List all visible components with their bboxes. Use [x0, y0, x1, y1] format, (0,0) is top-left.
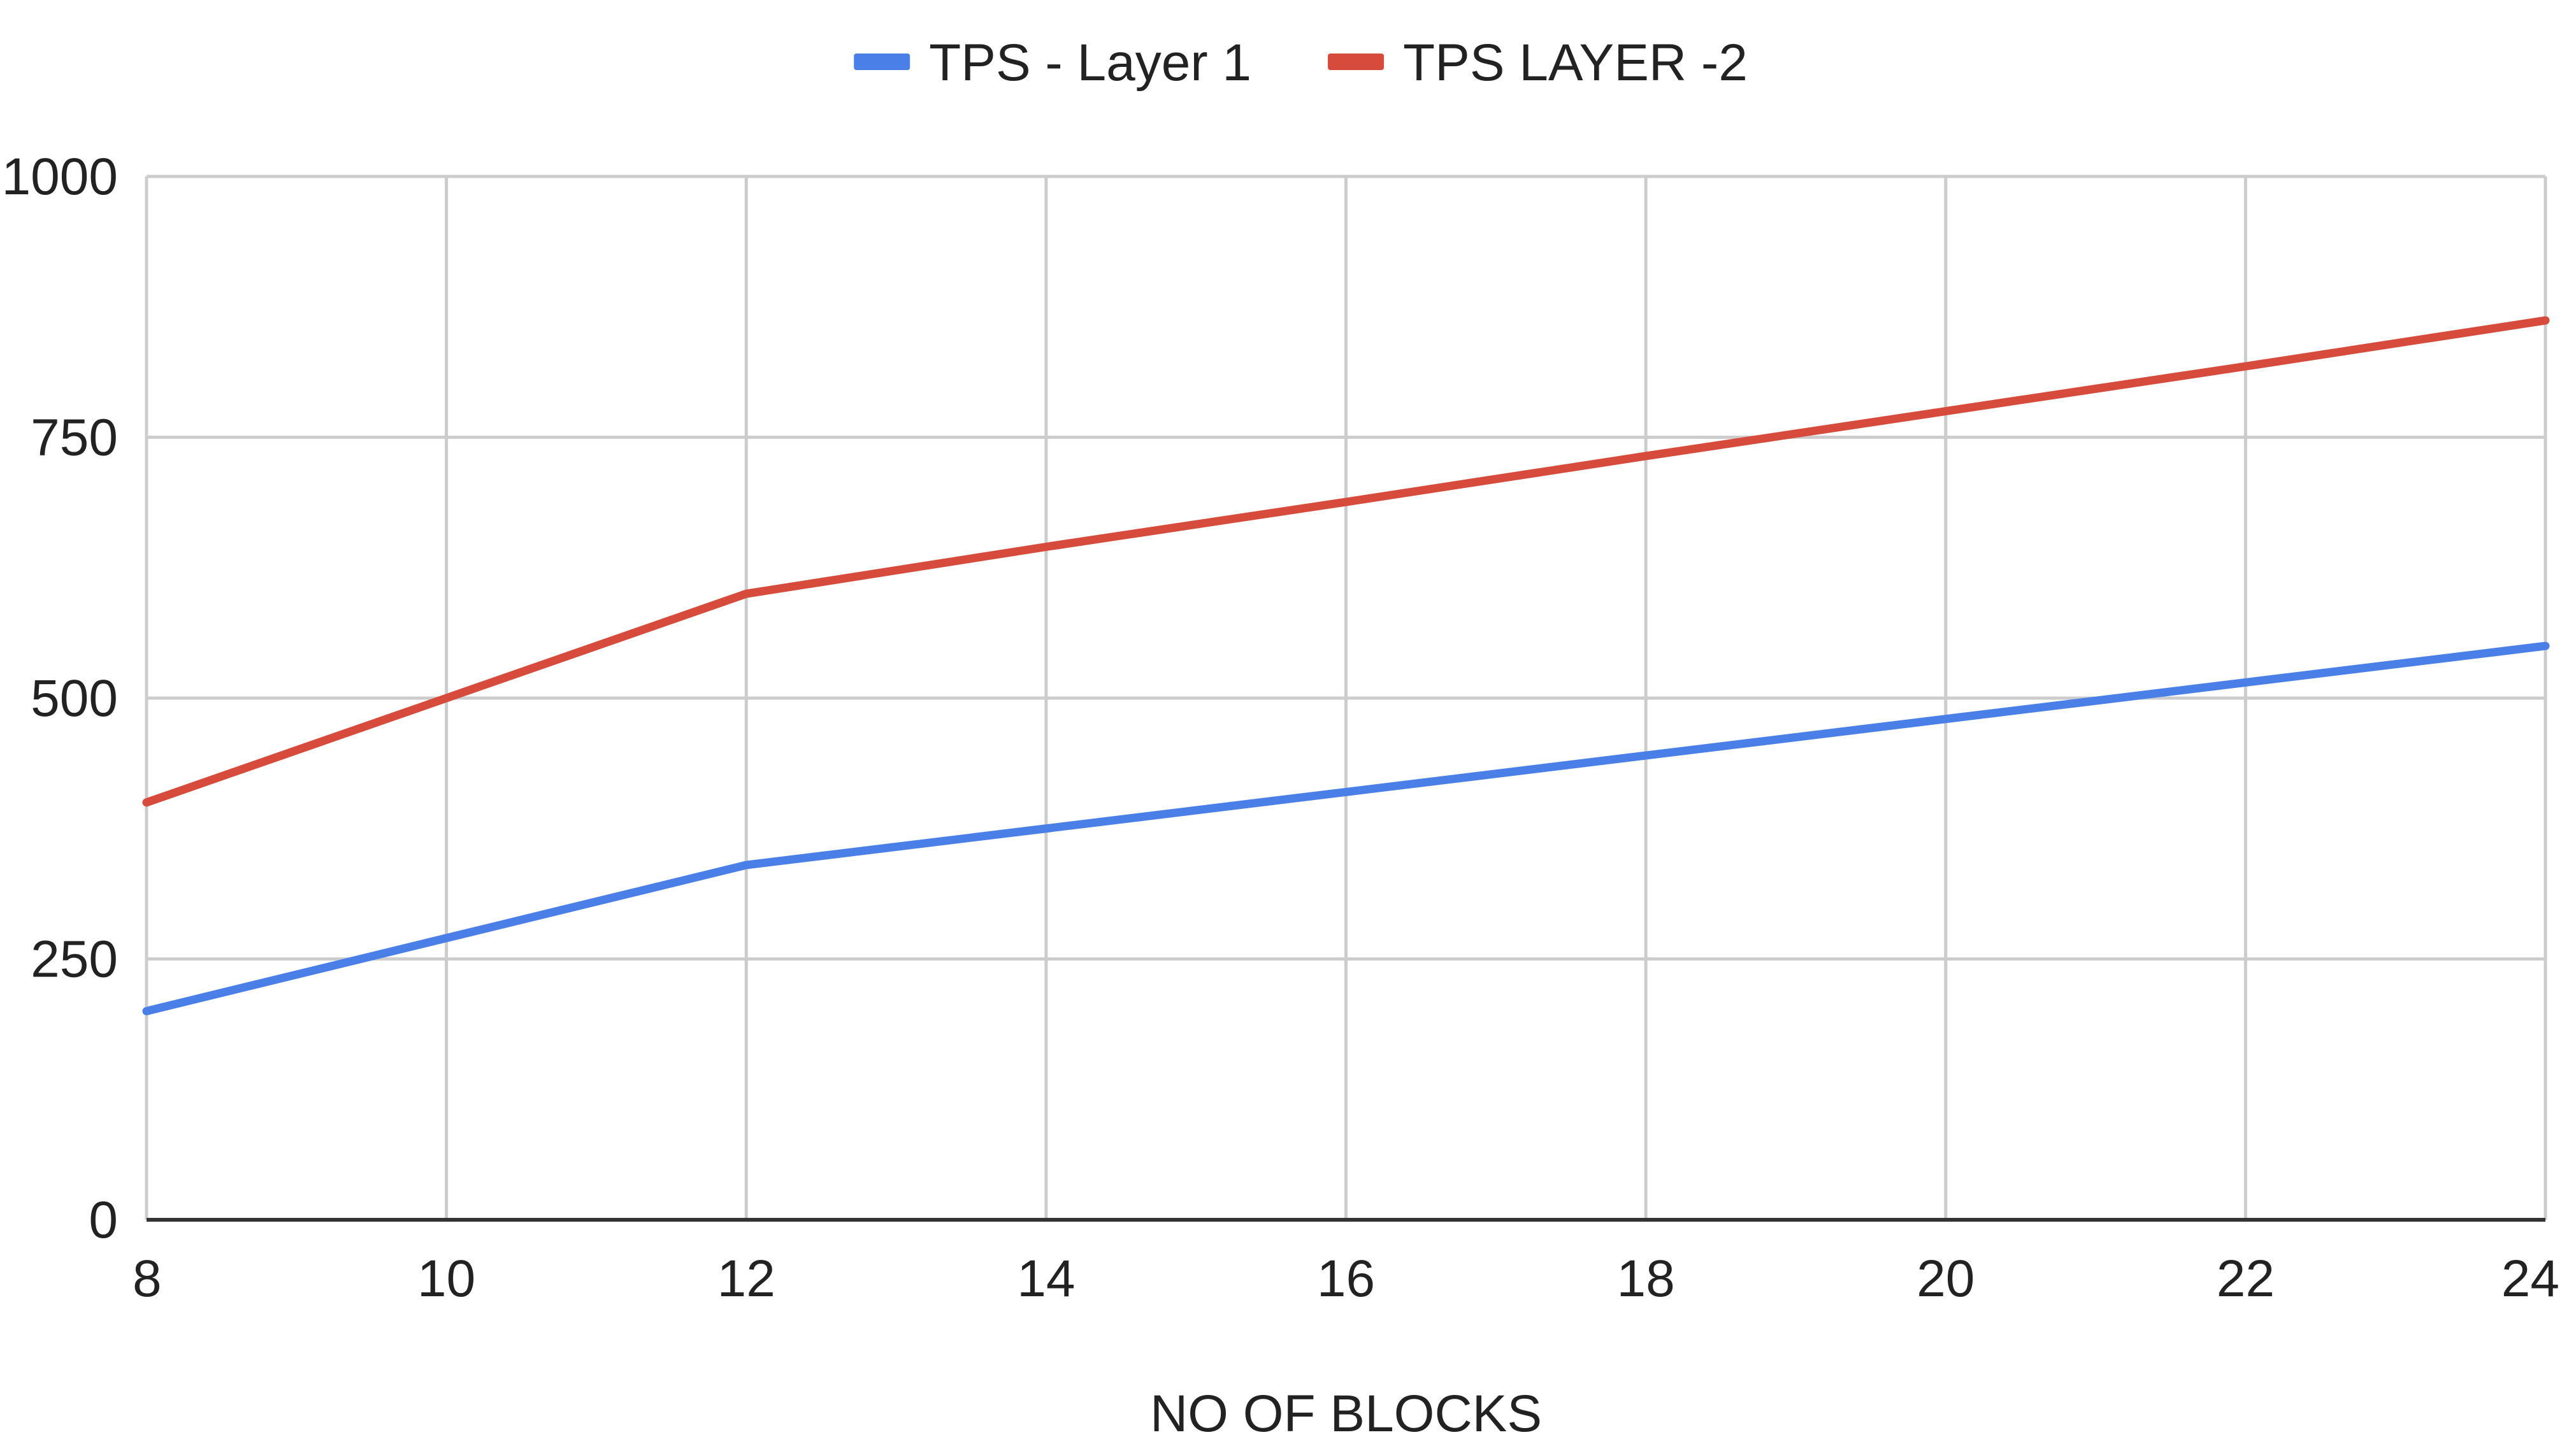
data-point — [1341, 787, 1351, 797]
series-line-1 — [142, 641, 2550, 1015]
y-tick-label: 1000 — [2, 148, 118, 206]
x-tick-label: 18 — [1617, 1250, 1675, 1308]
x-axis: 8 10 12 14 16 18 20 22 24 — [133, 1250, 2559, 1308]
x-tick-label: 8 — [133, 1250, 162, 1308]
chart-grid — [145, 175, 2547, 1222]
legend-item-2: TPS LAYER -2 — [1328, 34, 1748, 92]
legend-swatch — [1328, 54, 1385, 70]
series-line-2 — [142, 316, 2550, 807]
y-tick-label: 750 — [31, 409, 118, 467]
data-point — [1041, 541, 1051, 552]
data-point — [2540, 641, 2551, 651]
legend-swatch — [854, 54, 910, 70]
legend-label: TPS LAYER -2 — [1403, 34, 1748, 92]
legend-item-1: TPS - Layer 1 — [854, 34, 1251, 92]
data-point — [1641, 750, 1651, 761]
x-tick-label: 24 — [2501, 1250, 2559, 1308]
data-point — [141, 1006, 152, 1016]
x-tick-label: 16 — [1317, 1250, 1375, 1308]
chart-series — [141, 315, 2551, 1016]
x-tick-label: 20 — [1917, 1250, 1975, 1308]
data-point — [1941, 714, 1951, 724]
x-tick-label: 12 — [717, 1250, 775, 1308]
chart-legend: TPS - Layer 1 TPS LAYER -2 — [854, 34, 1748, 92]
x-tick-label: 10 — [417, 1250, 475, 1308]
data-point — [2240, 677, 2250, 687]
data-point — [2240, 361, 2250, 371]
data-point — [2540, 315, 2551, 325]
data-point — [741, 860, 751, 870]
data-point — [442, 933, 452, 943]
data-point — [442, 693, 452, 703]
data-point — [1041, 824, 1051, 834]
legend-label: TPS - Layer 1 — [929, 34, 1251, 92]
y-tick-label: 0 — [89, 1191, 118, 1249]
data-point — [141, 797, 152, 808]
x-axis-title: NO OF BLOCKS — [1150, 1385, 1542, 1443]
y-tick-label: 500 — [31, 669, 118, 727]
data-point — [1341, 497, 1351, 507]
y-axis: 0 250 500 750 1000 — [2, 148, 118, 1249]
x-tick-label: 22 — [2217, 1250, 2275, 1308]
y-tick-label: 250 — [31, 931, 118, 989]
data-point — [1641, 451, 1651, 461]
data-point — [1941, 406, 1951, 417]
x-tick-label: 14 — [1017, 1250, 1075, 1308]
data-point — [741, 589, 751, 599]
